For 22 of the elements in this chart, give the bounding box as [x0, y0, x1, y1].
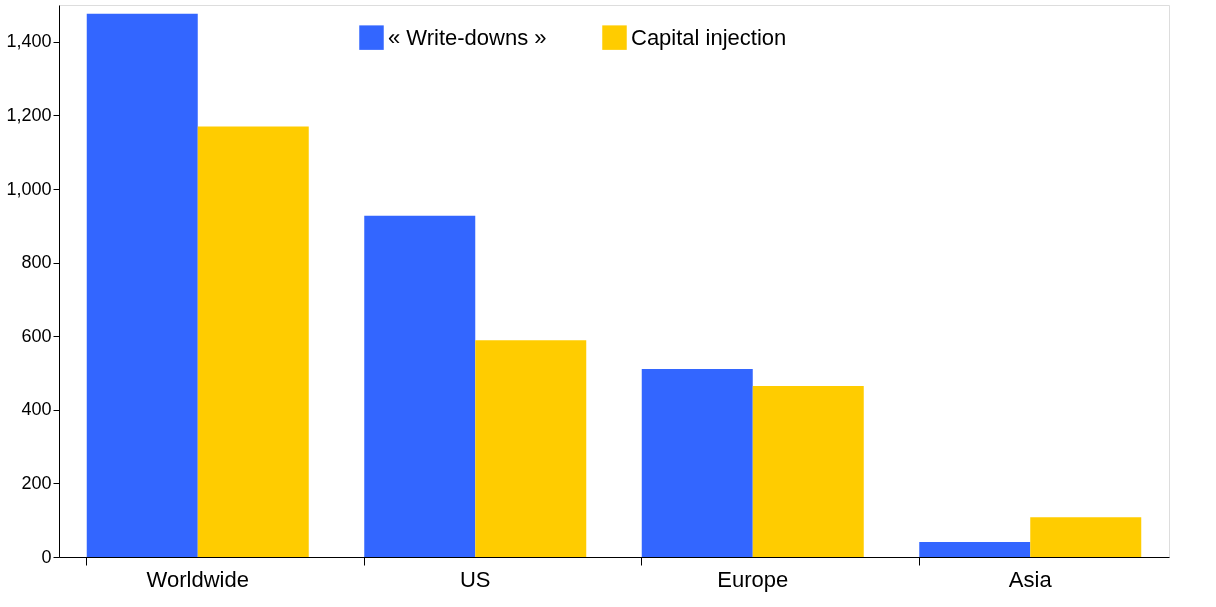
y-tick-label: 600	[21, 325, 52, 346]
bar	[919, 541, 1031, 557]
y-tick-label: 0	[41, 546, 52, 567]
y-tick-label: 200	[21, 472, 52, 493]
x-tick-label: Europe	[717, 566, 789, 592]
y-tick-label: 1,000	[6, 178, 52, 199]
x-tick-label: Asia	[1008, 566, 1053, 592]
bar	[1030, 517, 1142, 557]
y-tick-label: 1,200	[6, 104, 52, 125]
bar	[475, 340, 587, 557]
bar	[197, 126, 309, 557]
y-tick-label: 400	[21, 399, 52, 420]
y-tick-label: 800	[21, 252, 52, 273]
legend-label: Capital injection	[631, 24, 787, 50]
x-tick-label: Worldwide	[146, 566, 249, 592]
y-tick-label: 1,400	[6, 31, 52, 52]
legend-label: « Write-downs »	[388, 24, 547, 50]
bar	[641, 368, 753, 557]
x-tick-label: US	[459, 566, 491, 592]
bar	[364, 215, 476, 557]
bar	[752, 385, 864, 557]
bar	[86, 13, 198, 557]
